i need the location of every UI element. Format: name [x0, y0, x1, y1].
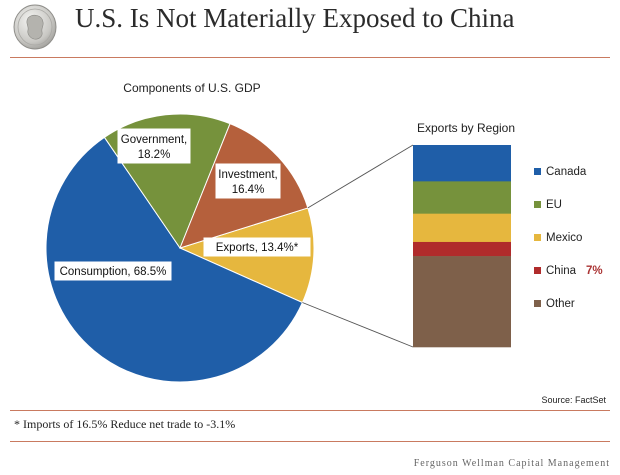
bar-segment-china: [413, 241, 511, 257]
legend-swatch-canada: [534, 168, 541, 175]
legend-swatch-eu: [534, 201, 541, 208]
svg-text:Consumption, 68.5%: Consumption, 68.5%: [60, 266, 167, 278]
connector-line-top: [307, 144, 414, 209]
pie-slice-consumption: [45, 136, 304, 383]
export-connector-lines: [302, 144, 414, 348]
stacked-bar-chart: [413, 145, 511, 348]
pie-label-consumption: Consumption, 68.5%: [54, 261, 172, 281]
bar-segment-eu: [413, 181, 511, 214]
legend-label-eu: EU: [546, 199, 562, 211]
legend-label-canada: Canada: [546, 166, 587, 178]
legend-swatch-china: [534, 267, 541, 274]
brand-name: Ferguson Wellman Capital Management: [413, 458, 610, 469]
footer-divider: [10, 441, 610, 442]
legend-swatch-mexico: [534, 234, 541, 241]
legend-item-other: Other: [534, 298, 575, 310]
pie-chart-title: Components of U.S. GDP: [123, 81, 260, 95]
svg-text:18.2%: 18.2%: [138, 149, 171, 161]
connector-line-bottom: [302, 302, 414, 348]
pie-label-exports: Exports, 13.4%*: [203, 237, 311, 257]
pie-label-government: Government, 18.2%: [117, 128, 191, 164]
header-divider: [10, 57, 610, 58]
footnote: * Imports of 16.5% Reduce net trade to -…: [14, 417, 236, 431]
legend-label-other: Other: [546, 298, 575, 310]
svg-text:Exports, 13.4%*: Exports, 13.4%*: [216, 242, 299, 254]
bar-segment-other: [413, 256, 511, 348]
legend-item-china: China 7%: [534, 265, 603, 277]
legend-item-canada: Canada: [534, 166, 587, 178]
legend-label-china: China: [546, 265, 577, 277]
legend-item-eu: EU: [534, 199, 562, 211]
bar-segment-mexico: [413, 213, 511, 243]
footnote-divider: [10, 410, 610, 411]
pie-chart: Exports, 13.4%* Consumption, 68.5% Governm…: [45, 113, 315, 383]
bar-legend: Canada EU Mexico China 7% Other: [534, 166, 603, 310]
bar-chart-title: Exports by Region: [417, 121, 515, 135]
source-note: Source: FactSet: [541, 395, 606, 405]
svg-text:Investment,: Investment,: [218, 169, 277, 181]
coin-logo-icon: [13, 4, 57, 50]
legend-label-mexico: Mexico: [546, 232, 582, 244]
legend-swatch-other: [534, 300, 541, 307]
pie-label-investment: Investment, 16.4%: [215, 163, 281, 199]
bar-segment-canada: [413, 145, 511, 182]
legend-item-mexico: Mexico: [534, 232, 582, 244]
svg-text:Government,: Government,: [121, 134, 187, 146]
legend-annotation-china: 7%: [586, 265, 603, 277]
svg-text:16.4%: 16.4%: [232, 184, 265, 196]
page-title: U.S. Is Not Materially Exposed to China: [75, 3, 515, 33]
